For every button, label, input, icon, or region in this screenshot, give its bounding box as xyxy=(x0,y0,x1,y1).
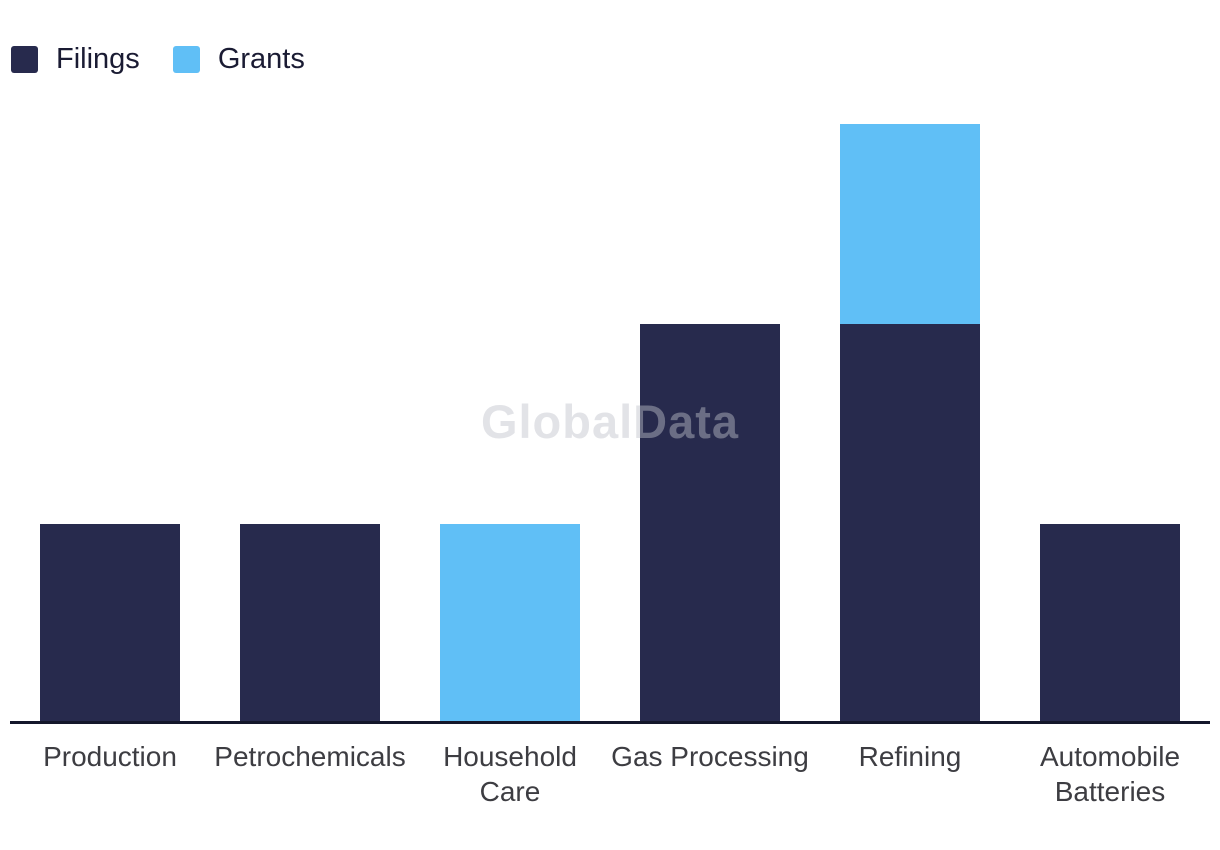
legend: Filings Grants xyxy=(11,45,305,74)
grants-swatch xyxy=(172,46,200,73)
bar-production-filings[interactable] xyxy=(40,524,180,724)
x-axis-line xyxy=(10,721,1210,724)
filings-swatch xyxy=(11,46,38,73)
category-label-production: Production xyxy=(43,741,177,772)
category-label-refining: Refining xyxy=(858,741,962,772)
bar-automobile-batteries-filings[interactable] xyxy=(1040,524,1180,724)
category-label-automobile-batteries: Automobile Batteries xyxy=(1039,741,1181,807)
category-label-household-care: Household Care xyxy=(443,741,577,807)
legend-label-filings: Filings xyxy=(56,43,140,75)
category-label-gas-processing: Gas Processing xyxy=(611,741,809,772)
category-label-petrochemicals: Petrochemicals xyxy=(214,741,406,772)
legend-item-grants[interactable]: Grants xyxy=(172,43,305,75)
bar-refining-filings[interactable] xyxy=(840,324,980,724)
bar-refining-grants[interactable] xyxy=(840,124,980,324)
bar-household-care-grants[interactable] xyxy=(440,524,580,724)
legend-item-filings[interactable]: Filings xyxy=(11,45,140,74)
watermark: GlobalData xyxy=(480,395,740,448)
legend-label-grants: Grants xyxy=(217,43,305,75)
bar-gas-processing-filings[interactable] xyxy=(640,324,780,724)
bar-petrochemicals-filings[interactable] xyxy=(240,524,380,724)
